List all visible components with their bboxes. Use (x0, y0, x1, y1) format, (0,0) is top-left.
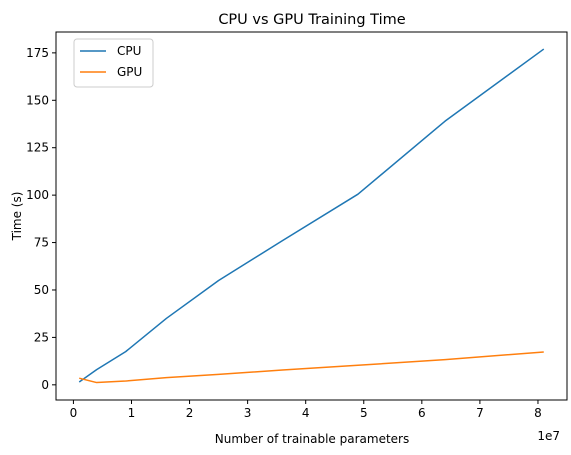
plot-frame (55, 31, 568, 401)
x-axis-label: Number of trainable parameters (215, 432, 409, 446)
x-tick-label: 8 (534, 406, 542, 420)
x-tick-label: 1 (128, 406, 136, 420)
legend: CPU GPU (73, 38, 154, 88)
x-axis: 0 1 2 3 4 5 6 7 8 (70, 400, 542, 420)
series-line-gpu (79, 351, 544, 384)
y-tick-label: 100 (26, 188, 49, 202)
x-axis-offset-label: 1e7 (537, 429, 560, 443)
chart-title: CPU vs GPU Training Time (218, 12, 405, 28)
x-tick-label: 0 (70, 406, 78, 420)
y-tick-label: 25 (34, 330, 49, 344)
x-tick-label: 3 (244, 406, 252, 420)
x-tick-label: 4 (302, 406, 310, 420)
y-tick-label: 150 (26, 93, 49, 107)
x-tick-label: 7 (476, 406, 484, 420)
y-tick-label: 75 (34, 236, 49, 250)
y-tick-label: 0 (41, 378, 49, 392)
y-tick-label: 50 (34, 283, 49, 297)
legend-label-gpu: GPU (117, 65, 142, 79)
y-tick-label: 125 (26, 141, 49, 155)
y-axis: 0 25 50 75 100 125 150 175 (26, 46, 56, 392)
y-tick-label: 175 (26, 46, 49, 60)
x-tick-label: 2 (186, 406, 194, 420)
x-tick-label: 5 (360, 406, 368, 420)
series-line-cpu (78, 48, 545, 383)
legend-label-cpu: CPU (117, 44, 141, 58)
x-tick-label: 6 (418, 406, 426, 420)
y-axis-label: Time (s) (10, 192, 24, 242)
